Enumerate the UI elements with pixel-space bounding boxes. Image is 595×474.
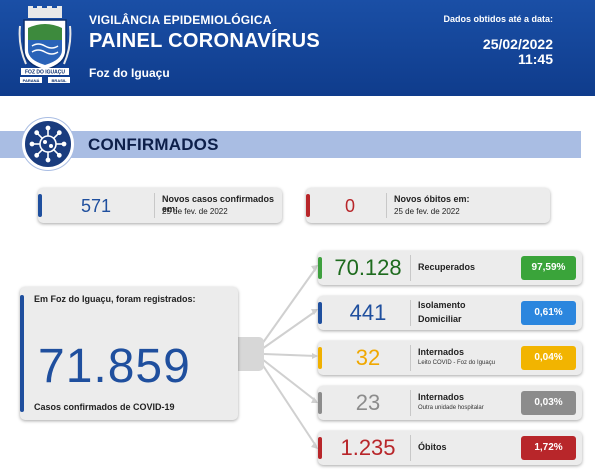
home-isolation-percent: 0,61%: [521, 301, 576, 325]
new-cases-card: 571 Novos casos confirmados em: 25 de fe…: [38, 188, 282, 223]
deaths-value: 1.235: [340, 435, 396, 460]
new-cases-value: 571: [80, 196, 112, 216]
new-deaths-label: Novos óbitos em:: [394, 194, 470, 204]
total-cases-label: Casos confirmados de COVID-19: [34, 402, 175, 412]
divider: [410, 390, 411, 416]
header-bar: FOZ DO IGUAÇU PARANÁ BRASIL VIGILÂNCIA E…: [0, 0, 595, 96]
deaths-card: 1.235 Óbitos 1,72%: [318, 431, 582, 465]
header-subtitle: VIGILÂNCIA EPIDEMIOLÓGICA: [89, 13, 272, 27]
divider: [410, 300, 411, 326]
recovered-card: 70.128 Recuperados 97,59%: [318, 251, 582, 285]
divider: [154, 193, 155, 218]
section-icon-badge: [22, 118, 74, 170]
new-deaths-value: 0: [344, 196, 355, 216]
logo-banner-text: FOZ DO IGUAÇU: [25, 70, 65, 76]
deaths-percent: 1,72%: [521, 436, 576, 460]
city-name: Foz do Iguaçu: [89, 66, 170, 80]
city-coat-of-arms-logo: FOZ DO IGUAÇU PARANÁ BRASIL: [18, 6, 72, 83]
total-accent: [20, 295, 24, 412]
total-intro: Em Foz do Iguaçu, foram registrados:: [34, 294, 196, 304]
total-cases-card: Em Foz do Iguaçu, foram registrados: 71.…: [20, 287, 238, 420]
new-deaths-accent: [306, 194, 310, 217]
new-deaths-date: 25 de fev. de 2022: [394, 207, 460, 216]
row-accent: [318, 392, 322, 414]
hospitalized-covid-percent: 0,04%: [521, 346, 576, 370]
hospitalized-covid-sublabel: Leito COVID - Foz do Iguaçu: [418, 360, 496, 366]
hospitalized-covid-value: 32: [355, 345, 381, 370]
page-title: PAINEL CORONAVÍRUS: [89, 30, 320, 52]
recovered-percent: 97,59%: [521, 256, 576, 280]
recovered-value: 70.128: [334, 255, 402, 280]
update-datetime: 25/02/2022 11:45: [483, 37, 553, 67]
home-isolation-card: 441 Isolamento Domiciliar 0,61%: [318, 296, 582, 330]
update-time: 11:45: [517, 51, 553, 67]
hospitalized-other-sublabel: Outra unidade hospitalar: [418, 405, 484, 411]
divider: [410, 345, 411, 371]
row-accent: [318, 347, 322, 369]
hospitalized-other-percent: 0,03%: [521, 391, 576, 415]
row-accent: [318, 302, 322, 324]
logo-left-text: PARANÁ: [23, 78, 40, 83]
date-label: Dados obtidos até a data:: [443, 14, 553, 24]
new-cases-date: 25 de fev. de 2022: [162, 207, 228, 216]
section-title: CONFIRMADOS: [88, 135, 219, 154]
logo-right-text: BRASIL: [52, 78, 67, 83]
home-isolation-label-2: Domiciliar: [418, 314, 462, 324]
total-cases-value: 71.859: [38, 340, 191, 393]
section-band: [0, 131, 581, 158]
recovered-label: Recuperados: [418, 262, 476, 272]
hospitalized-other-value: 23: [355, 390, 381, 415]
virus-icon: [29, 125, 67, 163]
divider: [410, 255, 411, 281]
home-isolation-label: Isolamento: [418, 300, 466, 310]
update-date: 25/02/2022: [482, 36, 553, 52]
hospitalized-covid-label: Internados: [418, 347, 465, 357]
row-accent: [318, 437, 322, 459]
hospitalized-covid-card: 32 Internados Leito COVID - Foz do Iguaç…: [318, 341, 582, 375]
divider: [386, 193, 387, 218]
divider: [410, 435, 411, 461]
new-cases-label: Novos casos confirmados em:: [162, 194, 275, 214]
hospitalized-other-label: Internados: [418, 392, 465, 402]
new-deaths-card: 0 Novos óbitos em: 25 de fev. de 2022: [306, 188, 550, 223]
home-isolation-value: 441: [349, 300, 387, 325]
new-cases-accent: [38, 194, 42, 217]
row-accent: [318, 257, 322, 279]
hospitalized-other-card: 23 Internados Outra unidade hospitalar 0…: [318, 386, 582, 420]
deaths-label: Óbitos: [418, 442, 447, 452]
